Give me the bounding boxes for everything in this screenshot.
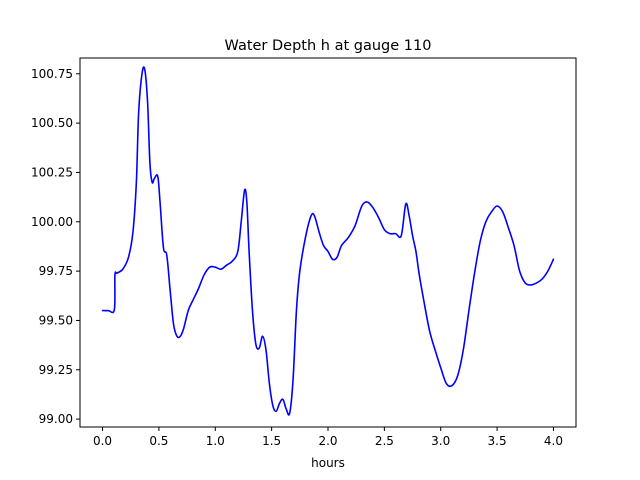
series-line-0 (101, 66, 555, 416)
plot-area (101, 66, 555, 416)
x-tick-label: 1.0 (206, 434, 225, 448)
y-tick-label: 99.75 (39, 264, 73, 278)
x-axis: 0.0 0.5 1.0 1.5 2.0 2.5 3.0 3.5 4.0 (93, 427, 563, 448)
y-axis: 99.00 99.25 99.50 99.75 100.00 100.25 100.50 10… (31, 67, 80, 426)
y-tick-label: 100.00 (31, 215, 73, 229)
x-tick-label: 0.0 (93, 434, 112, 448)
x-tick-label: 1.5 (262, 434, 281, 448)
x-tick-label: 4.0 (544, 434, 563, 448)
x-tick-label: 3.5 (488, 434, 507, 448)
y-tick-label: 100.25 (31, 165, 73, 179)
y-tick-label: 99.25 (39, 363, 73, 377)
y-tick-label: 99.00 (39, 412, 73, 426)
y-tick-label: 99.50 (39, 313, 73, 327)
x-tick-label: 0.5 (149, 434, 168, 448)
y-tick-label: 100.50 (31, 116, 73, 130)
x-tick-label: 2.0 (318, 434, 337, 448)
x-axis-label: hours (311, 456, 345, 470)
chart-title: Water Depth h at gauge 110 (225, 38, 432, 54)
x-tick-label: 3.0 (431, 434, 450, 448)
y-tick-label: 100.75 (31, 67, 73, 81)
x-tick-label: 2.5 (375, 434, 394, 448)
